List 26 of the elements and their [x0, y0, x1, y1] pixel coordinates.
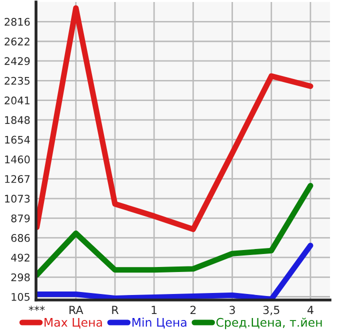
y-tick-label: 1073 [5, 194, 30, 203]
y-tick-label: 2041 [4, 96, 30, 104]
legend-label: Min Цена [132, 318, 186, 328]
x-tick-label: *** [28, 306, 45, 311]
legend-label: Max Цена [44, 318, 102, 328]
y-tick-label: 879 [11, 214, 30, 222]
x-tick-label: 2 [190, 306, 196, 314]
y-tick-label: 2429 [4, 57, 30, 66]
y-tick-label: 1654 [5, 136, 30, 144]
x-tick-label: 1 [152, 306, 157, 314]
x-tick-label: RA [70, 306, 84, 314]
y-tick-label: 105 [12, 292, 30, 301]
y-tick-label: 1848 [5, 116, 30, 124]
y-tick-label: 2622 [4, 38, 30, 46]
y-tick-label: 2816 [4, 18, 30, 26]
y-tick-label: 492 [11, 254, 30, 262]
x-tick-label: R [112, 306, 119, 314]
y-tick-label: 1460 [5, 155, 30, 164]
legend-label: Сред.Цена, т.йен [216, 318, 322, 330]
x-tick-label: 3 [230, 306, 235, 314]
y-tick-label: 686 [11, 234, 30, 242]
x-tick-label: 3,5 [263, 306, 280, 316]
y-tick-label: 1267 [5, 175, 30, 183]
y-tick-label: 298 [11, 273, 30, 282]
x-tick-label: 4 [307, 306, 314, 314]
y-tick-label: 2235 [4, 76, 30, 85]
